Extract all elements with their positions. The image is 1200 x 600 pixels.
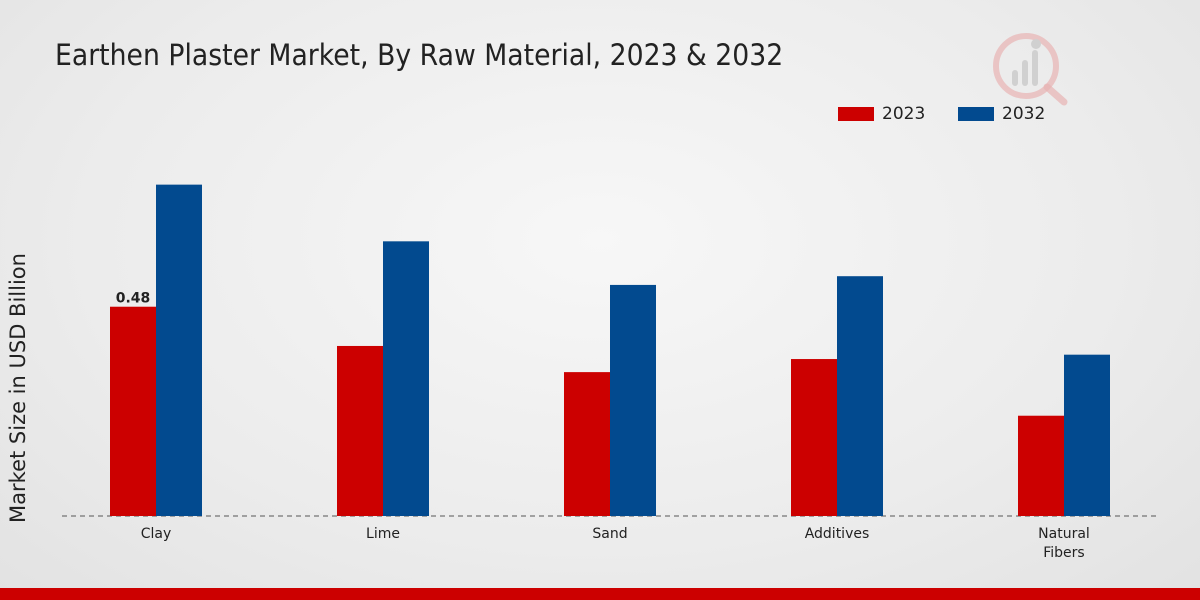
logo-icon [993,33,1068,106]
bar-natural-fibers-2023 [1018,415,1064,516]
legend-label-2032: 2032 [1002,104,1046,124]
chart-title: Earthen Plaster Market, By Raw Material,… [55,38,784,72]
bar-sand-2023 [564,372,610,516]
x-tick-label-clay: Clay [141,526,172,542]
x-tick-label-natural-fibers-line2: Fibers [1043,545,1084,561]
bar-additives-2023 [791,359,837,516]
bar-sand-2032 [610,284,656,516]
bar-natural-fibers-2032 [1064,354,1110,516]
data-label-clay-2023: 0.48 [116,291,151,307]
bar-lime-2032 [383,241,429,516]
legend-swatch-2023 [838,107,874,121]
x-tick-label-sand: Sand [592,526,627,542]
bar-clay-2023 [110,306,156,516]
bar-clay-2032 [156,184,202,516]
x-tick-label-lime: Lime [366,526,400,542]
legend-label-2023: 2023 [882,104,926,124]
legend-swatch-2032 [958,107,994,121]
x-tick-label-additives: Additives [805,526,870,542]
bar-additives-2032 [837,276,883,516]
bar-lime-2023 [337,345,383,516]
legend-item-2032: 2032 [958,104,1045,124]
legend-item-2023: 2023 [838,104,925,124]
x-tick-label-natural-fibers-line1: Natural [1038,526,1090,542]
bottom-accent-bar [0,588,1200,600]
